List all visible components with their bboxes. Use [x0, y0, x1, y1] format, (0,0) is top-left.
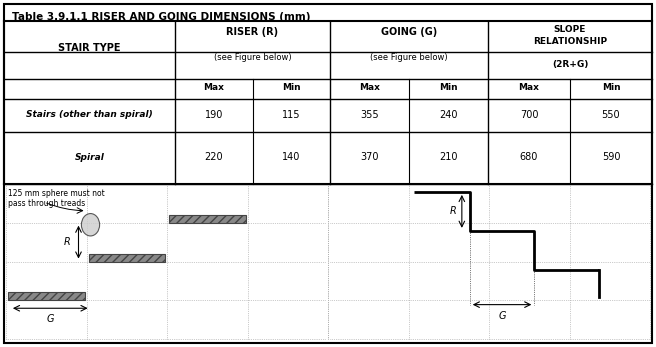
Text: GOING (G): GOING (G): [381, 27, 437, 37]
Text: Min: Min: [282, 83, 300, 92]
Ellipse shape: [81, 213, 100, 236]
Text: Min: Min: [439, 83, 458, 92]
Text: 370: 370: [360, 152, 379, 162]
Text: 590: 590: [602, 152, 621, 162]
Text: Spiral: Spiral: [75, 152, 104, 161]
Text: 125 mm sphere must not
pass through treads: 125 mm sphere must not pass through trea…: [8, 189, 105, 209]
Bar: [8, 292, 85, 300]
Text: G: G: [499, 311, 506, 321]
Text: 140: 140: [282, 152, 300, 162]
Text: 240: 240: [440, 110, 458, 119]
Text: Max: Max: [518, 83, 539, 92]
Text: 190: 190: [205, 110, 223, 119]
Text: R: R: [64, 237, 70, 247]
Text: STAIR TYPE: STAIR TYPE: [58, 43, 121, 53]
Text: G: G: [47, 314, 54, 324]
Text: 550: 550: [602, 110, 621, 119]
Text: 700: 700: [520, 110, 539, 119]
Bar: [169, 215, 245, 223]
Text: 210: 210: [440, 152, 458, 162]
Bar: [89, 254, 165, 262]
Text: Max: Max: [203, 83, 224, 92]
Text: Table 3.9.1.1 RISER AND GOING DIMENSIONS (mm): Table 3.9.1.1 RISER AND GOING DIMENSIONS…: [12, 12, 310, 22]
Text: Stairs (other than spiral): Stairs (other than spiral): [26, 110, 153, 119]
Text: Min: Min: [602, 83, 621, 92]
Text: 115: 115: [282, 110, 300, 119]
Text: SLOPE
RELATIONSHIP

(2R+G): SLOPE RELATIONSHIP (2R+G): [533, 25, 607, 69]
Text: RISER (R): RISER (R): [226, 27, 279, 37]
Text: 680: 680: [520, 152, 538, 162]
Text: 355: 355: [360, 110, 379, 119]
Text: 220: 220: [205, 152, 223, 162]
Text: (see Figure below): (see Figure below): [370, 53, 448, 62]
Text: (see Figure below): (see Figure below): [214, 53, 291, 62]
Text: R: R: [450, 206, 457, 217]
Text: Max: Max: [359, 83, 380, 92]
